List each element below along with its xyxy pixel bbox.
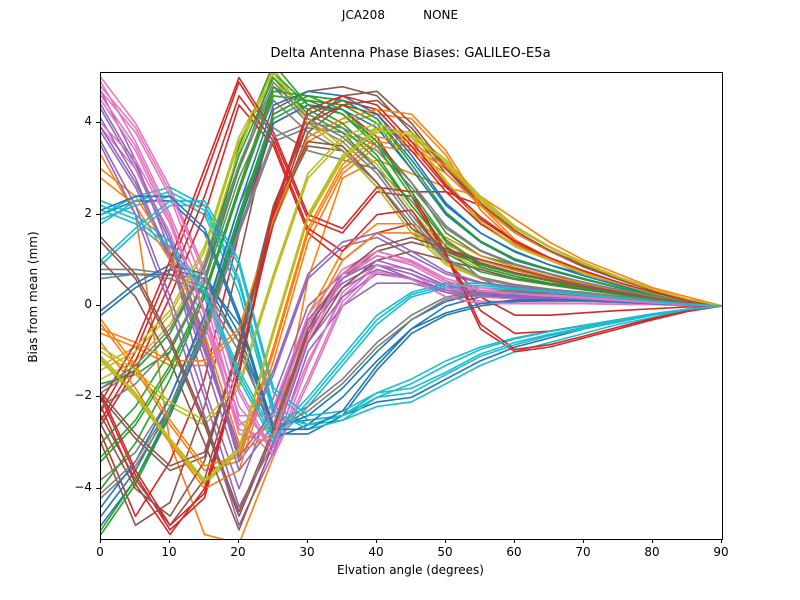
figure-suptitle: JCA208 NONE (341, 8, 459, 22)
x-tick-mark (721, 539, 722, 543)
plot-clip-region (101, 73, 722, 539)
y-tick-label: 4 (84, 114, 92, 129)
x-tick-label: 10 (161, 545, 177, 559)
line-series-group (101, 73, 722, 539)
line-series (101, 200, 722, 417)
x-tick-mark (238, 539, 239, 543)
line-series (101, 236, 722, 513)
y-axis-label: Bias from mean (mm) (26, 231, 40, 363)
x-tick-label: 0 (96, 545, 104, 559)
line-series (101, 95, 722, 440)
line-series (101, 81, 722, 390)
y-tick-label: 0 (84, 297, 92, 311)
x-tick-mark (652, 539, 653, 543)
x-tick-label: 80 (644, 545, 660, 559)
line-series (101, 90, 722, 508)
line-series (101, 129, 722, 483)
line-series (101, 190, 722, 431)
y-tick-mark (96, 213, 100, 215)
line-series (101, 73, 722, 444)
line-series (101, 95, 722, 531)
x-tick-label: 30 (299, 545, 315, 559)
y-tick-label: −2 (74, 388, 92, 403)
line-series (101, 204, 722, 440)
line-series (101, 195, 722, 431)
x-tick-mark (514, 539, 515, 543)
line-series (101, 154, 722, 539)
y-tick-mark (96, 305, 100, 306)
x-tick-mark (100, 539, 101, 543)
y-tick-label: −4 (74, 479, 92, 494)
x-axis-label: Elvation angle (degrees) (337, 563, 484, 577)
x-tick-label: 70 (575, 545, 591, 559)
plot-area (100, 72, 723, 540)
line-series (101, 140, 722, 467)
line-series (101, 95, 722, 527)
y-tick-label: 2 (84, 205, 92, 220)
x-tick-mark (445, 539, 446, 543)
x-tick-label: 20 (230, 545, 246, 559)
y-tick-mark (96, 487, 100, 489)
x-tick-label: 40 (368, 545, 384, 559)
line-series (101, 85, 722, 458)
chart-title: Delta Antenna Phase Biases: GALILEO-E5a (270, 46, 551, 61)
x-tick-label: 60 (506, 545, 522, 559)
x-tick-label: 90 (713, 545, 729, 559)
x-tick-mark (376, 539, 377, 543)
line-series (101, 127, 722, 481)
line-series (101, 95, 722, 422)
y-tick-mark (96, 396, 100, 398)
line-series (101, 122, 722, 495)
x-tick-label: 50 (437, 545, 453, 559)
line-series (101, 90, 722, 517)
y-tick-mark (96, 122, 100, 124)
x-tick-mark (307, 539, 308, 543)
x-tick-mark (583, 539, 584, 543)
x-tick-mark (169, 539, 170, 543)
